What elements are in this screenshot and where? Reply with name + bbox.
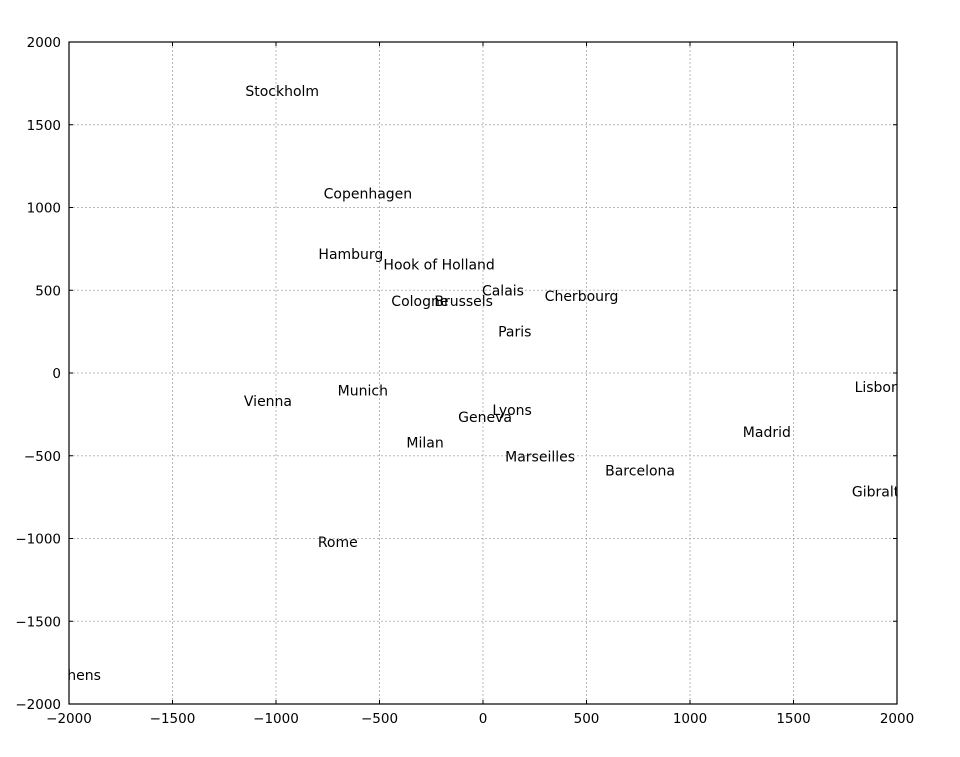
x-tick-label: −500 [361, 711, 398, 727]
city-label-geneva: Geneva [458, 410, 512, 426]
y-tick-label: −2000 [15, 697, 61, 713]
city-label-madrid: Madrid [743, 425, 791, 441]
x-tick-label: −1500 [150, 711, 196, 727]
city-label-brussels: Brussels [434, 294, 493, 310]
y-tick-label: 1000 [27, 201, 61, 217]
y-tick-label: 2000 [27, 35, 61, 51]
city-label-lisbon: Lisbon [855, 380, 900, 396]
x-tick-label: 1000 [673, 711, 707, 727]
city-label-milan: Milan [406, 436, 443, 452]
y-tick-label: 1500 [27, 118, 61, 134]
x-tick-label: −2000 [46, 711, 92, 727]
x-tick-label: −1000 [253, 711, 299, 727]
city-label-copenhagen: Copenhagen [324, 186, 413, 202]
city-label-athens: Athens [52, 668, 100, 684]
city-label-calais: Calais [482, 283, 524, 299]
city-label-hamburg: Hamburg [318, 247, 383, 263]
city-label-rome: Rome [318, 535, 358, 551]
y-tick-label: 0 [52, 366, 61, 382]
city-label-munich: Munich [338, 383, 388, 399]
grid-lines [69, 42, 897, 704]
y-axis-tick-labels: −2000 −1500 −1000 −500 0 500 1000 1500 2000 [15, 35, 61, 713]
x-tick-label: 0 [479, 711, 488, 727]
y-tick-label: −1000 [15, 532, 61, 548]
x-tick-label: 500 [574, 711, 600, 727]
axis-ticks [68, 41, 898, 705]
city-label-cherbourg: Cherbourg [545, 289, 619, 305]
city-label-paris: Paris [498, 325, 531, 341]
city-label-gibraltar: Gibraltar [852, 484, 914, 500]
y-tick-label: 500 [35, 283, 61, 299]
y-tick-label: −500 [24, 449, 61, 465]
city-label-marseilles: Marseilles [505, 450, 575, 466]
x-tick-label: 1500 [776, 711, 810, 727]
city-label-cologne: Cologne [391, 294, 448, 310]
city-label-barcelona: Barcelona [605, 464, 675, 480]
x-tick-label: 2000 [880, 711, 914, 727]
city-label-lyons: Lyons [492, 403, 532, 419]
y-tick-label: −1500 [15, 614, 61, 630]
city-label-hook-of-holland: Hook of Holland [383, 258, 494, 274]
city-label-vienna: Vienna [244, 394, 292, 410]
x-axis-tick-labels: −2000 −1500 −1000 −500 0 500 1000 1500 2000 [46, 711, 914, 727]
city-label-stockholm: Stockholm [245, 84, 319, 100]
